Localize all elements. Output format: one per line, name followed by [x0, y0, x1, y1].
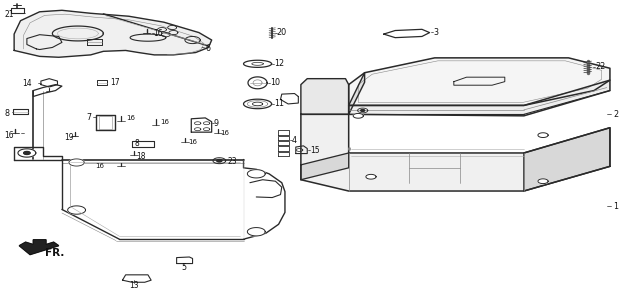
- Text: 12: 12: [274, 59, 284, 68]
- Text: 11: 11: [274, 99, 284, 108]
- Text: 1: 1: [613, 202, 618, 211]
- Polygon shape: [524, 128, 610, 191]
- Text: 15: 15: [310, 146, 319, 154]
- Polygon shape: [349, 73, 365, 114]
- Text: 20: 20: [276, 28, 287, 37]
- Text: 4: 4: [292, 136, 297, 145]
- Text: 8: 8: [4, 109, 10, 118]
- Polygon shape: [18, 149, 36, 157]
- Text: 16: 16: [220, 130, 229, 136]
- Text: 2: 2: [613, 110, 618, 119]
- Text: 16: 16: [96, 163, 105, 169]
- Text: 14: 14: [22, 79, 31, 88]
- Text: 13: 13: [129, 281, 139, 290]
- Polygon shape: [301, 153, 349, 180]
- Polygon shape: [349, 58, 610, 105]
- Polygon shape: [349, 80, 610, 116]
- Polygon shape: [14, 10, 212, 57]
- Text: 16: 16: [4, 131, 14, 140]
- Polygon shape: [538, 179, 548, 184]
- Text: 18: 18: [136, 152, 146, 161]
- Text: 23: 23: [228, 158, 237, 166]
- Text: 16: 16: [188, 139, 197, 145]
- Text: 9: 9: [214, 119, 219, 128]
- Polygon shape: [19, 240, 59, 255]
- Text: 3: 3: [433, 28, 438, 37]
- Text: 6: 6: [205, 44, 211, 53]
- Polygon shape: [353, 113, 364, 118]
- Text: 8: 8: [134, 139, 139, 148]
- Text: 7: 7: [87, 113, 92, 122]
- Polygon shape: [366, 174, 376, 179]
- Polygon shape: [301, 114, 610, 191]
- Text: 21: 21: [4, 10, 14, 19]
- Text: 16: 16: [126, 115, 135, 121]
- Text: 16: 16: [153, 29, 163, 38]
- Text: 22: 22: [595, 62, 605, 71]
- Text: 5: 5: [182, 263, 187, 272]
- Text: 19: 19: [64, 133, 74, 142]
- Text: 10: 10: [270, 78, 280, 87]
- Text: 16: 16: [161, 119, 170, 125]
- Text: FR.: FR.: [45, 248, 64, 257]
- Polygon shape: [68, 206, 86, 214]
- Polygon shape: [248, 228, 265, 236]
- Polygon shape: [24, 152, 30, 154]
- Polygon shape: [248, 169, 265, 178]
- Polygon shape: [69, 159, 84, 166]
- Text: 17: 17: [109, 78, 119, 87]
- Polygon shape: [361, 110, 365, 111]
- Polygon shape: [217, 160, 222, 162]
- Polygon shape: [301, 79, 349, 114]
- Polygon shape: [538, 133, 548, 137]
